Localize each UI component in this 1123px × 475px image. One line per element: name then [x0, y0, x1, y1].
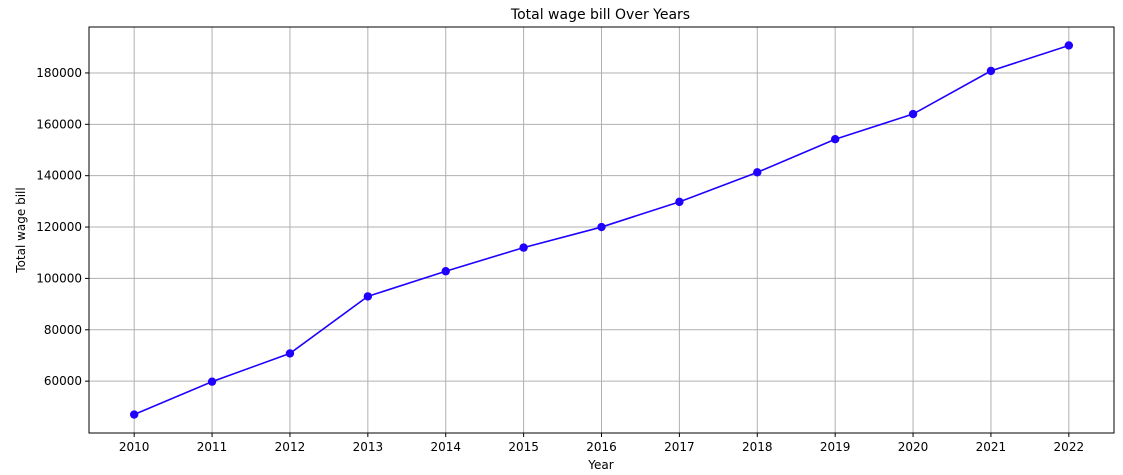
data-point	[908, 109, 918, 119]
axis-ticks: 2010 2011 2012 2013 2014 2015 2016 2017 2018 2019…	[36, 66, 1084, 454]
data-point	[597, 222, 606, 232]
y-tick-label: 100000	[36, 271, 82, 285]
data-point	[1064, 41, 1074, 50]
data-point	[129, 410, 139, 419]
data-point	[753, 168, 762, 177]
x-tick-label: 2015	[508, 440, 539, 454]
x-tick-label: 2011	[197, 440, 228, 454]
x-tick-label: 2022	[1054, 440, 1085, 454]
x-tick-label: 2013	[353, 440, 384, 454]
data-point	[441, 267, 450, 276]
data-point	[675, 197, 684, 207]
x-tick-label: 2012	[275, 440, 306, 454]
y-tick-label: 80000	[44, 323, 82, 337]
x-tick-label: 2017	[664, 440, 695, 454]
y-tick-label: 180000	[36, 66, 82, 80]
data-point	[830, 135, 840, 144]
chart-title: Total wage bill Over Years	[510, 7, 690, 23]
data-point	[986, 66, 996, 76]
data-series	[129, 41, 1074, 419]
data-point	[363, 292, 373, 301]
x-tick-label: 2019	[820, 440, 851, 454]
x-tick-label: 2020	[898, 440, 929, 454]
data-point	[207, 377, 217, 386]
x-tick-label: 2014	[430, 440, 461, 454]
y-tick-label: 60000	[44, 374, 82, 388]
y-tick-label: 140000	[36, 169, 82, 183]
data-point	[285, 349, 295, 358]
x-axis-label: Year	[587, 458, 613, 472]
x-tick-label: 2018	[742, 440, 773, 454]
y-tick-label: 120000	[36, 220, 82, 234]
x-tick-label: 2010	[119, 440, 150, 454]
data-point	[519, 243, 528, 252]
x-tick-label: 2021	[976, 440, 1007, 454]
y-tick-label: 160000	[36, 117, 82, 131]
y-axis-label: Total wage bill	[14, 187, 28, 273]
x-tick-label: 2016	[586, 440, 617, 454]
